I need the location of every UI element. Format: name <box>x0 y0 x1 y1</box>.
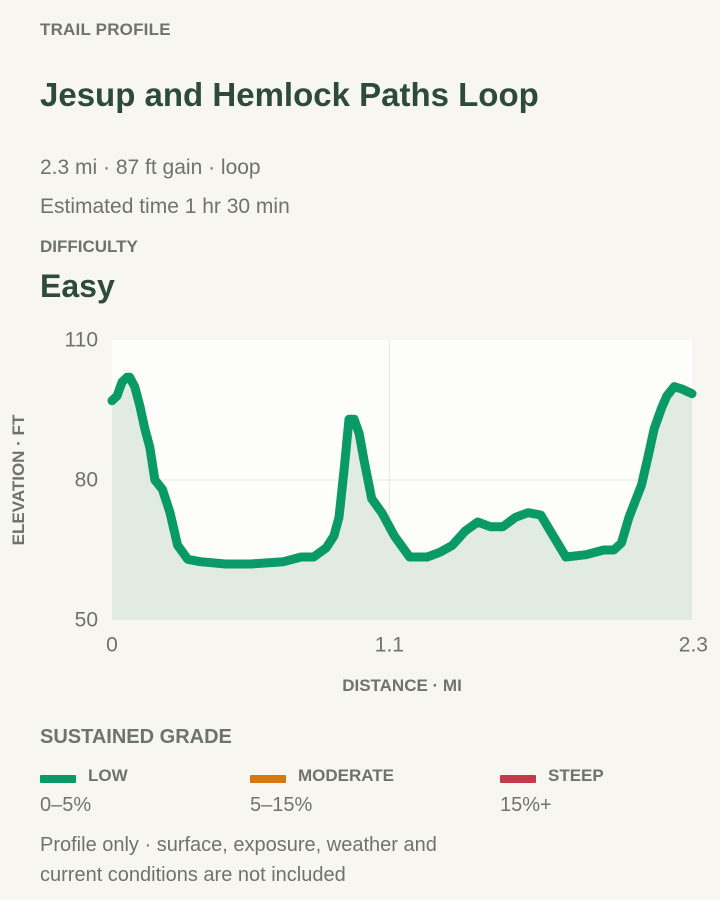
difficulty-label: DIFFICULTY <box>40 237 138 256</box>
page-title: Jesup and Hemlock Paths Loop <box>40 76 539 113</box>
grade-title: SUSTAINED GRADE <box>40 726 232 748</box>
legend-swatch-steep <box>500 775 536 783</box>
x-tick-label: 1.1 <box>375 634 404 657</box>
elevation-chart: 0 1.1 2.3 110 80 50 DISTANCE · MI ELEVATION ·… <box>9 329 708 695</box>
y-tick-label: 110 <box>65 329 98 352</box>
y-tick-label: 80 <box>75 469 98 492</box>
legend-swatch-moderate <box>250 775 286 783</box>
trail-summary: 2.3 mi · 87 ft gain · loop <box>40 156 261 179</box>
footnote: Profile only · surface, exposure, weathe… <box>40 834 437 886</box>
legend-name: MODERATE <box>298 766 395 785</box>
difficulty-value: Easy <box>40 268 115 304</box>
x-tick-label: 0 <box>106 634 118 657</box>
y-axis-label: ELEVATION · FT <box>9 414 28 545</box>
legend-range: 0–5% <box>40 794 92 816</box>
elevation-area <box>112 377 692 620</box>
elevation-line <box>107 372 697 569</box>
legend-range: 15%+ <box>500 794 552 816</box>
legend-swatch-low <box>40 775 76 783</box>
legend-range: 5–15% <box>250 794 313 816</box>
legend-name: STEEP <box>548 766 604 785</box>
tick-labels: 0 1.1 2.3 110 80 50 <box>65 329 708 657</box>
y-tick-label: 50 <box>75 609 98 632</box>
x-tick-label: 2.3 <box>679 634 708 657</box>
legend-name: LOW <box>88 766 128 785</box>
kicker-label: TRAIL PROFILE <box>40 20 171 39</box>
x-axis-label: DISTANCE · MI <box>342 676 462 695</box>
estimated-time: Estimated time 1 hr 30 min <box>40 195 290 218</box>
